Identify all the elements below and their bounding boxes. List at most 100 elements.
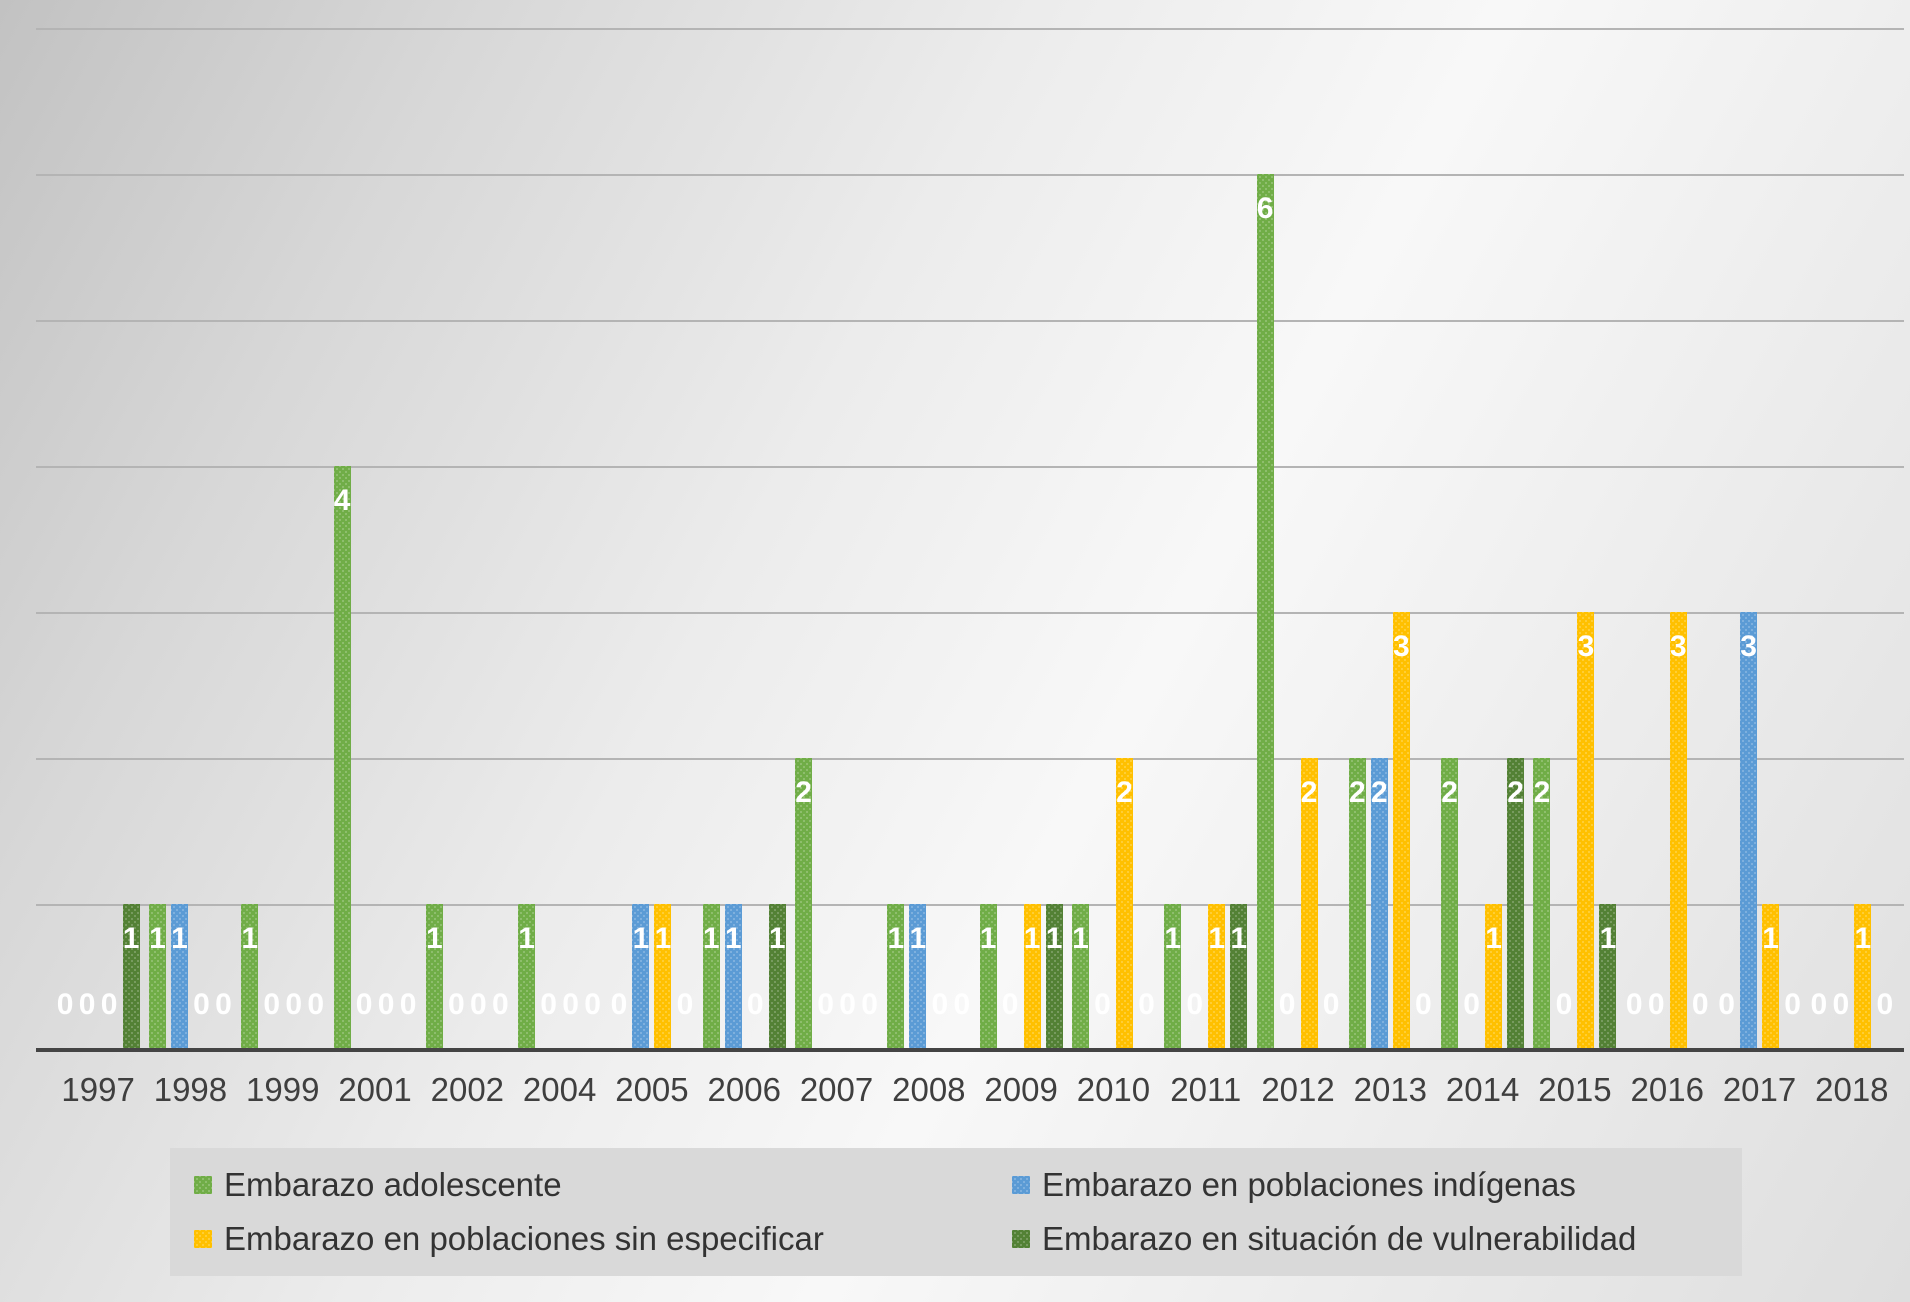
data-label-sin-especificar-2012: 2 <box>1300 776 1318 809</box>
data-label-vulnerabilidad-1998: 0 <box>215 988 232 1021</box>
x-tick-label-2002: 2002 <box>430 1071 505 1108</box>
x-tick-label-2006: 2006 <box>707 1071 781 1108</box>
data-label-vulnerabilidad-2007: 0 <box>861 988 878 1021</box>
bar-adolescente-2013 <box>1348 758 1366 1048</box>
bar-vulnerabilidad-2011 <box>1230 904 1248 1048</box>
data-label-vulnerabilidad-2014: 2 <box>1507 776 1524 809</box>
gridline <box>36 904 1904 906</box>
data-label-vulnerabilidad-2016: 0 <box>1691 988 1709 1021</box>
data-label-sin-especificar-1999: 0 <box>285 988 303 1021</box>
data-label-sin-especificar-1997: 0 <box>100 988 118 1021</box>
x-tick-label-2013: 2013 <box>1353 1071 1428 1108</box>
x-tick-label-2007: 2007 <box>799 1071 874 1108</box>
bar-adolescente-2001 <box>333 466 351 1048</box>
data-label-adolescente-2017: 0 <box>1718 988 1735 1021</box>
data-label-adolescente-2009: 1 <box>979 922 997 955</box>
data-label-indigenas-2005: 1 <box>632 922 650 955</box>
data-label-sin-especificar-2013: 3 <box>1393 630 1410 663</box>
bar-indigenas-2013 <box>1370 758 1388 1048</box>
data-label-vulnerabilidad-2018: 0 <box>1876 988 1894 1021</box>
legend-label: Embarazo en poblaciones sin especificar <box>224 1220 824 1257</box>
data-label-adolescente-2001: 4 <box>333 484 351 517</box>
legend-item-adolescente: Embarazo adolescente <box>194 1166 1012 1204</box>
bar-adolescente-2015 <box>1533 758 1551 1048</box>
gridline <box>36 612 1904 614</box>
bar-adolescente-2012 <box>1256 174 1274 1048</box>
data-label-adolescente-1997: 0 <box>56 988 74 1021</box>
bar-indigenas-2017 <box>1740 612 1758 1048</box>
legend-label: Embarazo adolescente <box>224 1166 562 1203</box>
data-label-indigenas-2010: 0 <box>1094 988 1111 1021</box>
data-label-vulnerabilidad-2008: 0 <box>953 988 971 1021</box>
data-label-sin-especificar-2015: 3 <box>1577 630 1595 663</box>
bar-adolescente-2008 <box>887 904 905 1048</box>
x-tick-label-2011: 2011 <box>1170 1071 1242 1108</box>
data-label-sin-especificar-2008: 0 <box>931 988 949 1021</box>
bar-indigenas-2005 <box>632 904 650 1048</box>
data-label-indigenas-2009: 0 <box>1001 988 1019 1021</box>
data-label-vulnerabilidad-2005: 0 <box>676 988 694 1021</box>
x-tick-label-2009: 2009 <box>984 1071 1058 1108</box>
x-tick-label-2010: 2010 <box>1076 1071 1151 1108</box>
x-tick-label-1999: 1999 <box>246 1071 320 1108</box>
bar-adolescente-2002 <box>425 904 443 1048</box>
legend-item-vulnerabilidad: Embarazo en situación de vulnerabilidad <box>1012 1220 1718 1258</box>
data-label-adolescente-2005: 0 <box>610 988 628 1021</box>
bar-adolescente-1998 <box>148 904 166 1048</box>
data-label-sin-especificar-2007: 0 <box>839 988 856 1021</box>
data-label-adolescente-2011: 1 <box>1164 922 1182 955</box>
data-label-indigenas-2001: 0 <box>355 988 373 1021</box>
bar-sin-especificar-2010 <box>1115 758 1133 1048</box>
x-tick-label-2017: 2017 <box>1722 1071 1797 1108</box>
gridline <box>36 758 1904 760</box>
data-label-adolescente-1998: 1 <box>149 922 166 955</box>
bar-sin-especificar-2015 <box>1577 612 1595 1048</box>
bar-sin-especificar-2013 <box>1392 612 1410 1048</box>
data-label-indigenas-2002: 0 <box>448 988 465 1021</box>
x-tick-label-2004: 2004 <box>522 1071 597 1108</box>
bar-vulnerabilidad-2006 <box>768 904 786 1048</box>
data-label-indigenas-2012: 0 <box>1278 988 1296 1021</box>
data-label-sin-especificar-2010: 2 <box>1116 776 1133 809</box>
data-label-adolescente-2008: 1 <box>887 922 905 955</box>
legend-item-sin-especificar: Embarazo en poblaciones sin especificar <box>194 1220 1012 1258</box>
data-label-vulnerabilidad-2006: 1 <box>768 922 786 955</box>
x-tick-label-2008: 2008 <box>892 1071 966 1108</box>
x-axis-line <box>36 1048 1904 1052</box>
bar-vulnerabilidad-1997 <box>122 904 140 1048</box>
data-label-indigenas-2007: 0 <box>817 988 834 1021</box>
gridline <box>36 320 1904 322</box>
data-label-indigenas-2008: 1 <box>909 922 927 955</box>
bar-sin-especificar-2014 <box>1485 904 1503 1048</box>
data-label-indigenas-1998: 1 <box>171 922 188 955</box>
data-label-sin-especificar-1998: 0 <box>193 988 210 1021</box>
x-tick-label-2016: 2016 <box>1630 1071 1704 1108</box>
data-label-adolescente-2002: 1 <box>426 922 443 955</box>
x-tick-label-2018: 2018 <box>1815 1071 1889 1108</box>
data-label-adolescente-2013: 2 <box>1349 776 1366 809</box>
data-label-vulnerabilidad-2001: 0 <box>399 988 417 1021</box>
data-label-sin-especificar-2018: 1 <box>1854 922 1872 955</box>
data-label-sin-especificar-2004: 0 <box>562 988 579 1021</box>
data-label-adolescente-2012: 6 <box>1256 192 1274 225</box>
data-label-sin-especificar-2011: 1 <box>1208 922 1226 955</box>
bar-adolescente-2004 <box>518 904 536 1048</box>
data-label-adolescente-2016: 0 <box>1625 988 1643 1021</box>
data-label-indigenas-2013: 2 <box>1371 776 1388 809</box>
data-label-vulnerabilidad-2017: 0 <box>1784 988 1801 1021</box>
legend-item-indigenas: Embarazo en poblaciones indígenas <box>1012 1166 1718 1204</box>
bar-indigenas-1998 <box>170 904 188 1048</box>
data-label-vulnerabilidad-2009: 1 <box>1045 922 1063 955</box>
data-label-adolescente-2004: 1 <box>518 922 535 955</box>
x-tick-label-2015: 2015 <box>1538 1071 1612 1108</box>
x-tick-label-1998: 1998 <box>153 1071 228 1108</box>
data-label-indigenas-2004: 0 <box>540 988 557 1021</box>
legend-label: Embarazo en poblaciones indígenas <box>1042 1166 1576 1203</box>
data-label-adolescente-2014: 2 <box>1441 776 1458 809</box>
data-label-vulnerabilidad-2004: 0 <box>584 988 601 1021</box>
data-label-indigenas-2006: 1 <box>724 922 742 955</box>
data-label-indigenas-2015: 0 <box>1555 988 1573 1021</box>
bar-vulnerabilidad-2009 <box>1045 904 1063 1048</box>
